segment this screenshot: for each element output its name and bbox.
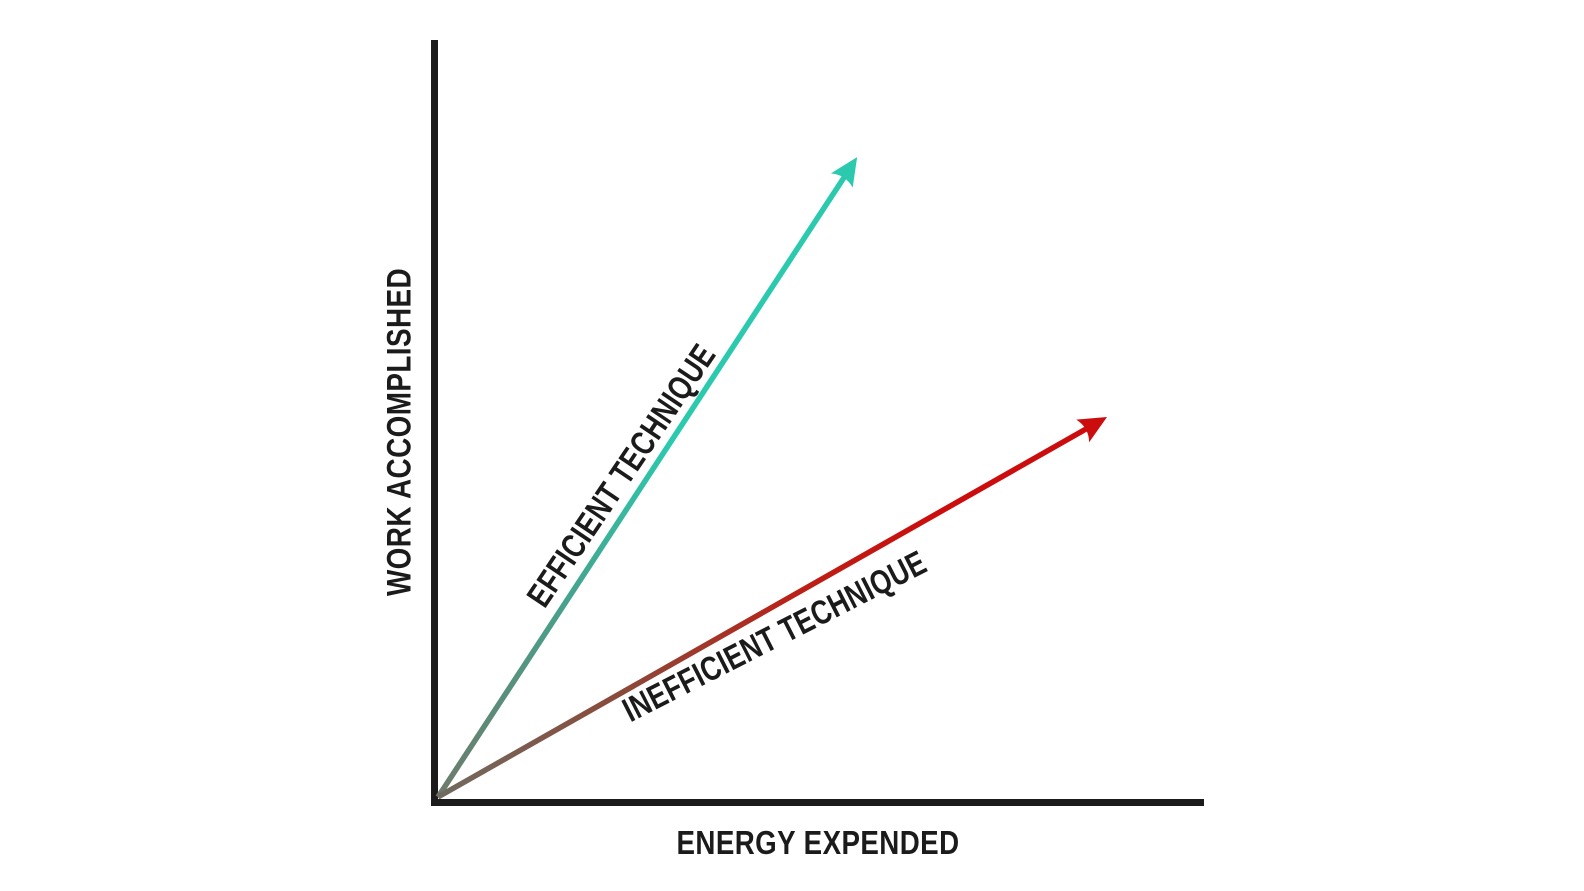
efficient-arrowhead bbox=[830, 157, 858, 188]
y-axis-label: WORK ACCOMPLISHED bbox=[380, 267, 419, 597]
efficient-technique-line bbox=[435, 174, 848, 799]
inefficient-arrowhead bbox=[1076, 417, 1108, 443]
x-axis-label: ENERGY EXPENDED bbox=[676, 824, 960, 861]
inefficient-technique-line bbox=[436, 426, 1088, 800]
